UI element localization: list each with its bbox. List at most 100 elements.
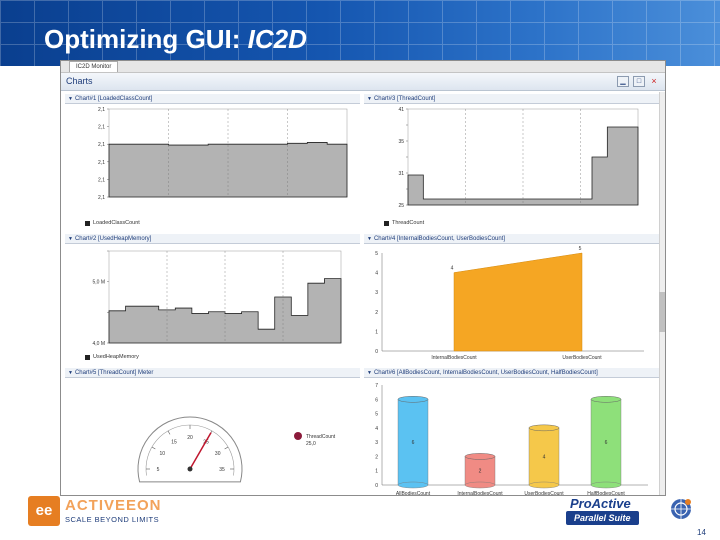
collapse-icon[interactable]: ▼ bbox=[68, 96, 73, 102]
y-tick-label: 41 bbox=[398, 107, 404, 113]
y-tick-label: 25 bbox=[398, 203, 404, 209]
chart-area-thread-count: 41 35 31 25 bbox=[398, 107, 639, 209]
chart-legend: UsedHeapMemory bbox=[85, 354, 139, 360]
y-tick-label: 5,0 M bbox=[92, 280, 105, 286]
collapse-icon[interactable]: ▼ bbox=[68, 236, 73, 242]
y-tick-label: 7 bbox=[375, 383, 378, 389]
y-tick-label: 1 bbox=[375, 329, 378, 335]
window-tab-strip: IC2D Monitor bbox=[61, 61, 665, 73]
chart-panel-title: Chart#1 [LoadedClassCount] bbox=[74, 96, 153, 102]
legend-label: ThreadCount bbox=[392, 220, 425, 226]
bar-cap bbox=[464, 453, 496, 460]
y-tick-label: 1 bbox=[375, 469, 378, 475]
area-series-used-heap-memory bbox=[108, 278, 342, 344]
collapse-icon[interactable]: ▼ bbox=[68, 370, 73, 376]
minimize-icon[interactable]: ▁ bbox=[617, 76, 629, 87]
chart-panel-loaded-class-count: ▼ Chart#1 [LoadedClassCount] 2,1 2,1 2,1 2,1… bbox=[65, 94, 360, 234]
y-tick-label: 2,1 bbox=[98, 177, 105, 183]
meter-tick-label: 15 bbox=[171, 439, 177, 445]
bar-base bbox=[464, 481, 496, 489]
x-tick-label: InternalBodiesCount bbox=[457, 491, 503, 495]
legend-label: LoadedClassCount bbox=[93, 220, 140, 226]
x-tick-label: HalfBodiesCount bbox=[587, 491, 625, 495]
x-tick-label: AllBodiesCount bbox=[396, 491, 431, 495]
bar bbox=[590, 399, 622, 486]
collapse-icon[interactable]: ▼ bbox=[367, 236, 372, 242]
y-tick-label: 2 bbox=[375, 454, 378, 460]
y-tick-label: 5 bbox=[375, 251, 378, 257]
chart-panel-thread-count: ▼ Chart#3 [ThreadCount] 41 35 31 25 ThreadCo… bbox=[364, 94, 659, 234]
meter-value-label: 25,0 bbox=[306, 441, 316, 447]
bar bbox=[464, 456, 496, 486]
legend-label: ThreadCount bbox=[306, 434, 336, 440]
y-tick-label: 4,0 M bbox=[92, 341, 105, 347]
data-label: 4 bbox=[543, 454, 546, 460]
chart-panel-header[interactable]: ▼ Chart#2 [UsedHeapMemory] bbox=[65, 234, 360, 244]
data-label: 5 bbox=[579, 246, 582, 252]
chart-panel-header[interactable]: ▼ Chart#6 [AllBodiesCount, InternalBodies… bbox=[364, 368, 659, 378]
chart-panel-header[interactable]: ▼ Chart#5 [ThreadCount] Meter bbox=[65, 368, 360, 378]
window-tab[interactable]: IC2D Monitor bbox=[69, 61, 119, 72]
legend-label: UsedHeapMemory bbox=[93, 354, 139, 360]
chart-legend: ThreadCount bbox=[384, 220, 424, 226]
y-tick-label: 2,1 bbox=[98, 125, 105, 131]
meter-tick-label: 5 bbox=[157, 467, 160, 473]
chart-panel-used-heap-memory: ▼ Chart#2 [UsedHeapMemory] 5,0 M 4,0 M Use… bbox=[65, 234, 360, 368]
chart-panel-header[interactable]: ▼ Chart#4 [InternalBodiesCount, UserBodie… bbox=[364, 234, 659, 244]
activeeon-tagline: SCALE BEYOND LIMITS bbox=[65, 515, 160, 524]
scrollbar-thumb[interactable] bbox=[659, 292, 665, 332]
charts-view-header: Charts ▁ □ × bbox=[61, 73, 665, 91]
collapse-icon[interactable]: ▼ bbox=[367, 370, 372, 376]
chart-area-loaded-class-count: 2,1 2,1 2,1 2,1 2,1 2,1 bbox=[98, 107, 348, 201]
y-tick-label: 5 bbox=[375, 412, 378, 418]
x-tick-label: UserBodiesCount bbox=[562, 355, 602, 361]
chart-panel-title: Chart#5 [ThreadCount] Meter bbox=[74, 370, 154, 376]
area-series-bodies-count bbox=[453, 252, 583, 352]
y-tick-label: 35 bbox=[398, 139, 404, 145]
page-number: 14 bbox=[697, 528, 706, 537]
chart-panel-bodies-count: ▼ Chart#4 [InternalBodiesCount, UserBodie… bbox=[364, 234, 659, 368]
y-tick-label: 3 bbox=[375, 290, 378, 296]
y-tick-label: 4 bbox=[375, 271, 378, 277]
y-tick-label: 3 bbox=[375, 440, 378, 446]
chart-area-bodies-count: 5 4 3 2 1 0 4 5 InternalBodiesCount UserBodiesCo… bbox=[375, 246, 644, 361]
y-tick-label: 2 bbox=[375, 310, 378, 316]
data-label: 4 bbox=[451, 266, 454, 272]
y-tick-label: 0 bbox=[375, 349, 378, 355]
chart-area-all-bodies-count: 7 6 5 4 3 2 1 0 6 AllBodiesCount 2 InternalBodiesC… bbox=[375, 383, 648, 495]
meter-hub bbox=[187, 466, 193, 472]
chart-panel-header[interactable]: ▼ Chart#3 [ThreadCount] bbox=[364, 94, 659, 104]
chart-panel-thread-meter: ▼Chart#5 [ThreadCount] Meter 51015202530… bbox=[65, 368, 360, 494]
y-tick-label: 2,1 bbox=[98, 160, 105, 166]
legend-swatch bbox=[294, 432, 302, 440]
meter-tick-label: 10 bbox=[160, 451, 166, 457]
chart-panel-title: Chart#3 [ThreadCount] bbox=[373, 96, 436, 102]
charts-window: IC2D Monitor Charts ▁ □ × ▼ Chart#1 [Load… bbox=[60, 60, 666, 496]
x-tick-label: InternalBodiesCount bbox=[431, 355, 477, 361]
charts-view-title: Charts bbox=[66, 76, 93, 86]
chart-panel-header[interactable]: ▼ Chart#1 [LoadedClassCount] bbox=[65, 94, 360, 104]
area-series-thread-count bbox=[407, 126, 639, 206]
proactive-logo-word: ProActive bbox=[570, 496, 631, 511]
x-tick-label: UserBodiesCount bbox=[524, 491, 564, 495]
slide-title-italic: IC2D bbox=[247, 24, 307, 54]
y-tick-label: 2,1 bbox=[98, 107, 105, 113]
close-icon[interactable]: × bbox=[651, 76, 657, 86]
meter-tick bbox=[167, 430, 171, 435]
y-tick-label: 6 bbox=[375, 397, 378, 403]
vertical-scrollbar[interactable] bbox=[659, 92, 665, 495]
maximize-icon[interactable]: □ bbox=[633, 76, 645, 87]
bar-base bbox=[528, 481, 560, 489]
y-tick-label: 0 bbox=[375, 483, 378, 489]
chart-panel-title: Chart#6 [AllBodiesCount, InternalBodiesC… bbox=[373, 370, 598, 376]
meter-needle bbox=[189, 432, 212, 470]
collapse-icon[interactable]: ▼ bbox=[367, 96, 372, 102]
y-tick-label: 2,1 bbox=[98, 142, 105, 148]
chart-area-used-heap-memory: 5,0 M 4,0 M bbox=[92, 250, 342, 347]
proactive-logo: ProActive Parallel Suite bbox=[562, 494, 702, 528]
activeeon-logo-mark: ee bbox=[28, 496, 60, 526]
bar-base bbox=[590, 481, 622, 489]
activeeon-logo: ee ACTIVEEON SCALE BEYOND LIMITS bbox=[28, 496, 178, 526]
data-label: 2 bbox=[479, 469, 482, 475]
